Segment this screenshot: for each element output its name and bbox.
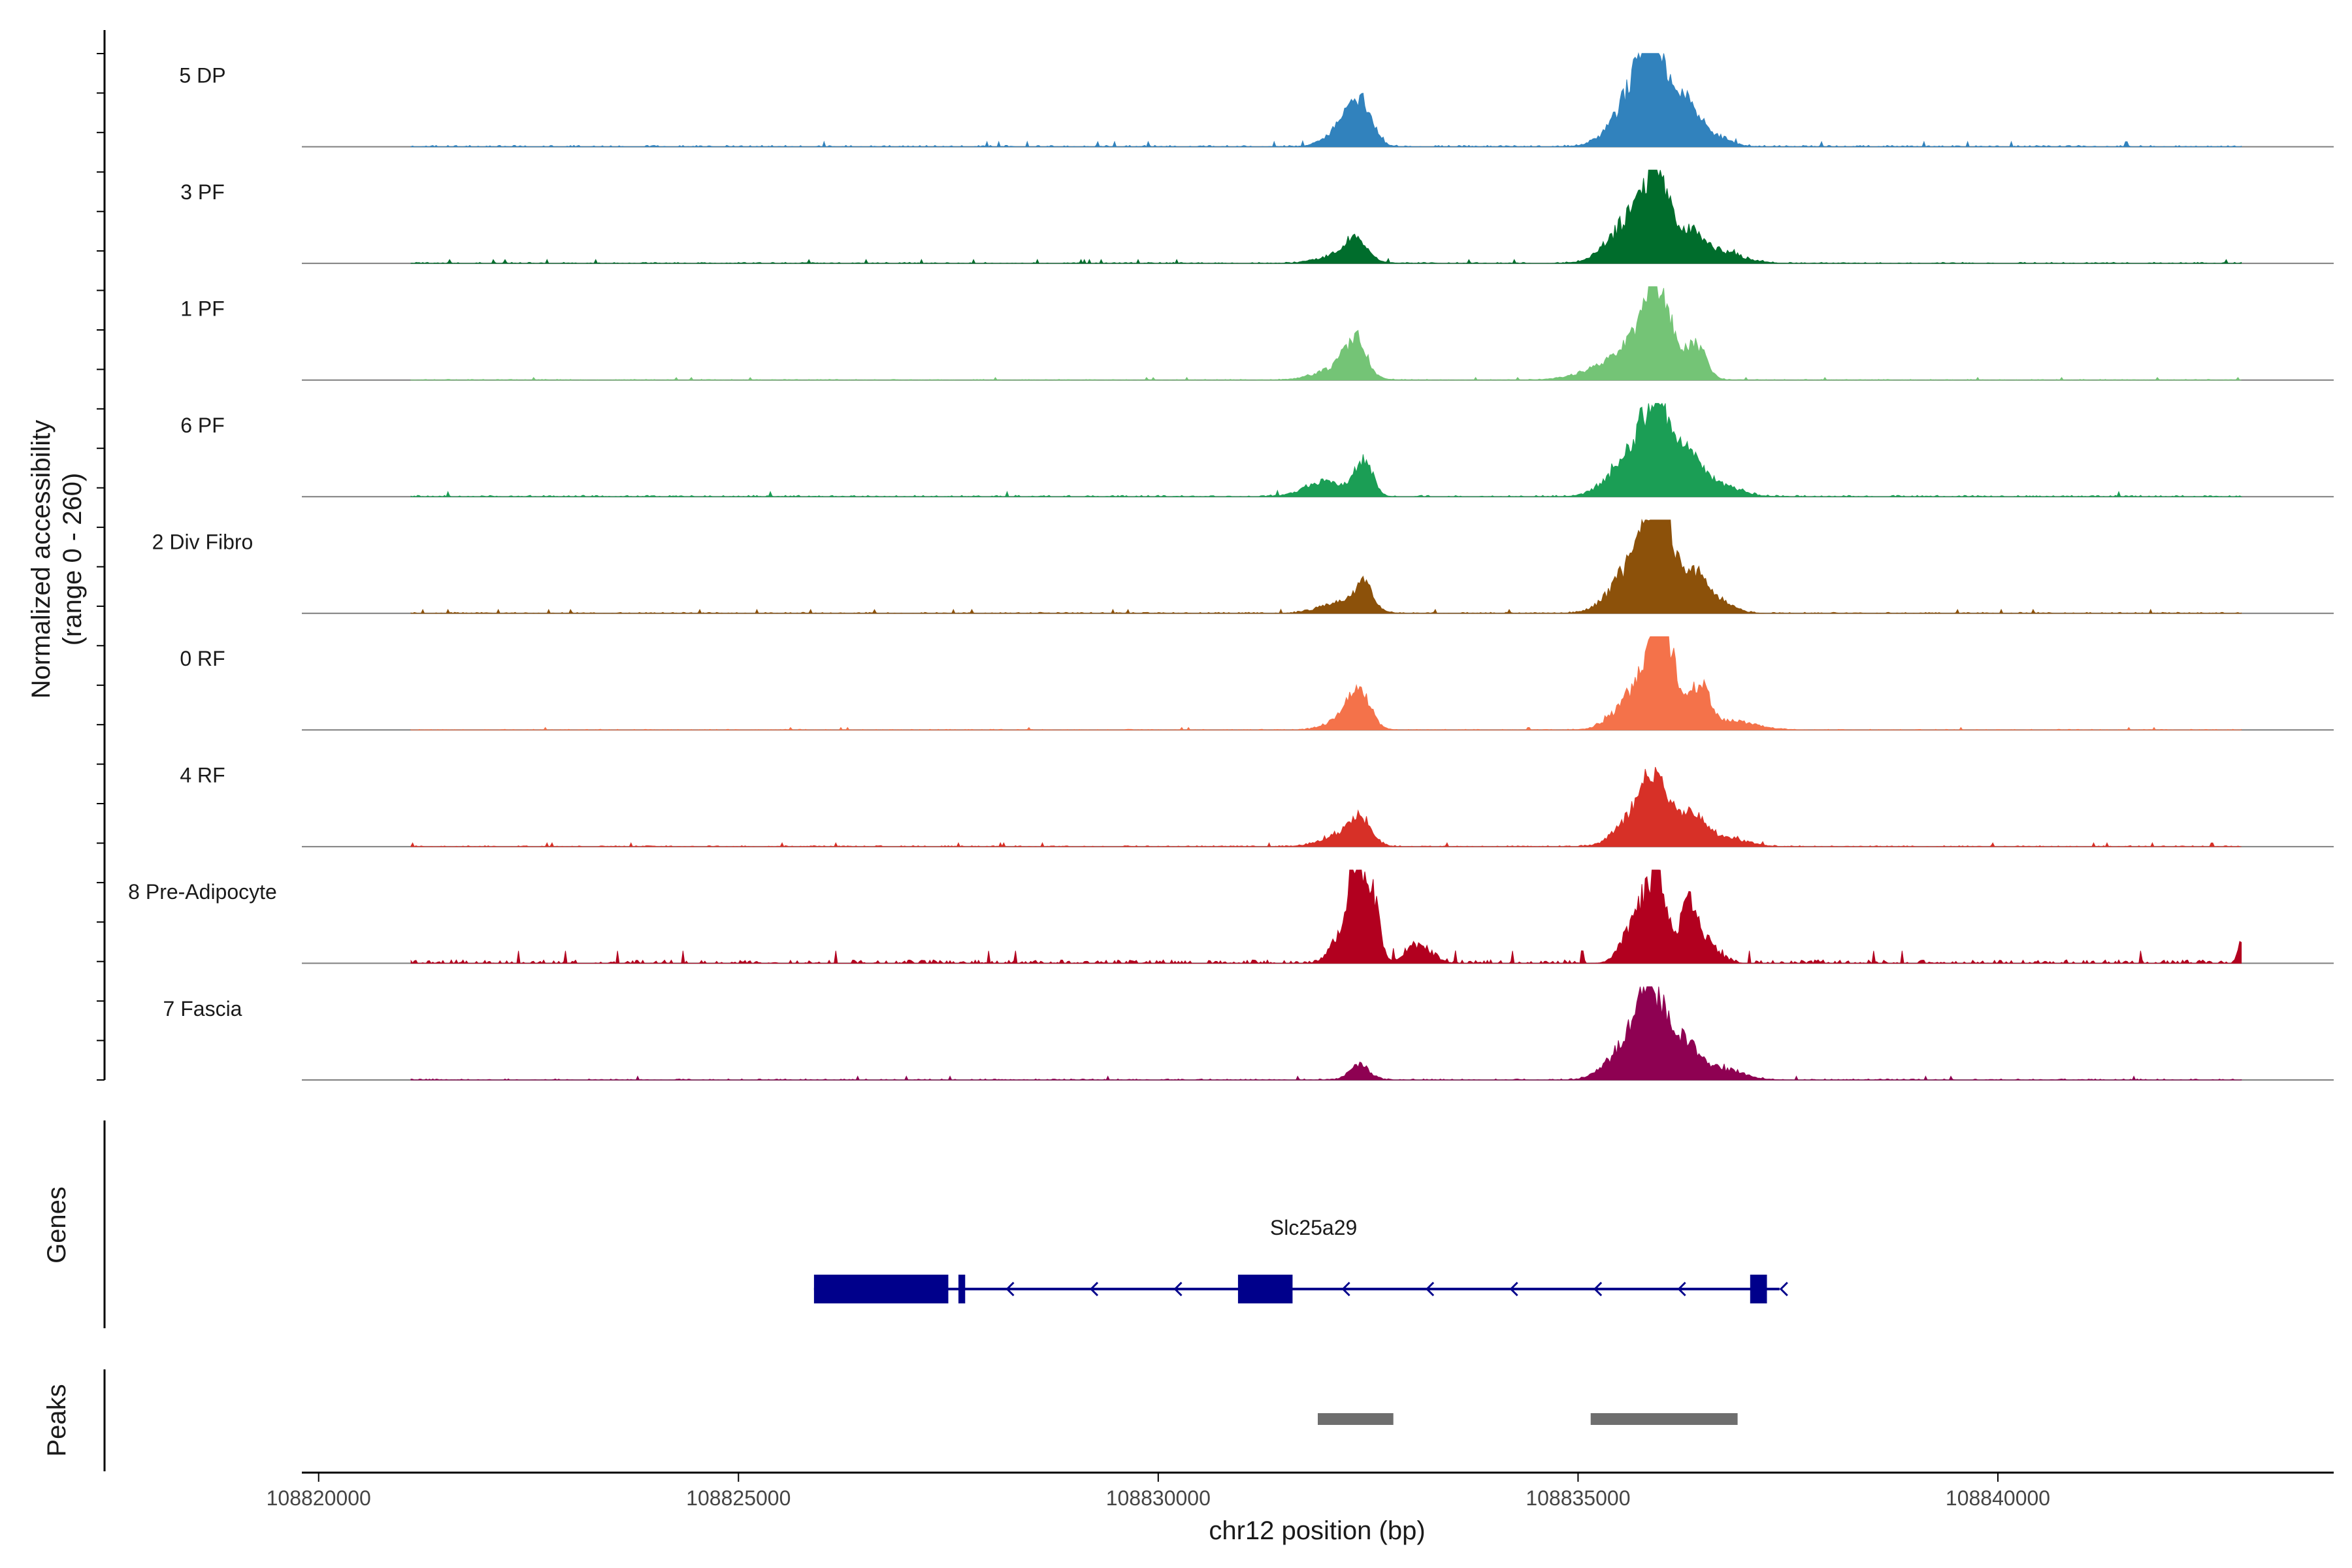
strand-arrow: [1677, 1281, 1686, 1297]
track-6-pf: 6 PF: [180, 402, 2334, 498]
x-tick-label: 108830000: [1106, 1486, 1211, 1510]
gene-exon: [1750, 1275, 1767, 1303]
gene-exon: [958, 1275, 966, 1303]
strand-arrow: [1341, 1281, 1350, 1297]
strand-arrow: [1593, 1281, 1603, 1297]
strand-arrow: [1509, 1281, 1518, 1297]
strand-arrow: [1779, 1281, 1788, 1297]
coverage-area: [410, 169, 2242, 265]
track-2-div-fibro: 2 Div Fibro: [152, 518, 2334, 614]
gene-track: Slc25a29: [813, 1216, 1788, 1303]
x-tick-label: 108825000: [686, 1486, 791, 1510]
track-3-pf: 3 PF: [180, 169, 2334, 265]
track-label: 0 RF: [180, 647, 225, 670]
coverage-area: [410, 286, 2242, 381]
track-label: 4 RF: [180, 764, 225, 787]
y-axis-title: Normalized accessibility: [27, 420, 56, 699]
coverage-area: [410, 986, 2242, 1081]
x-tick-label: 108835000: [1526, 1486, 1630, 1510]
peak-region: [1318, 1413, 1394, 1425]
track-label: 2 Div Fibro: [152, 531, 253, 554]
x-axis-title: chr12 position (bp): [1209, 1516, 1425, 1545]
coverage-area: [410, 636, 2242, 730]
track-label: 1 PF: [180, 297, 225, 321]
track-label: 6 PF: [180, 414, 225, 437]
track-0-rf: 0 RF: [180, 636, 2334, 731]
track-label: 5 DP: [179, 63, 225, 87]
coverage-tracks: 5 DP 3 PF 1 PF 6 PF 2 Div Fibro 0 RF 4 RF 8 Pre…: [128, 52, 2334, 1081]
x-axis-ticks: 108820000 108825000 108830000 108835000 1088…: [267, 1473, 2050, 1510]
y-axis-range: (range 0 - 260): [58, 473, 87, 646]
track-5-dp: 5 DP: [179, 52, 2334, 148]
track-7-fascia: 7 Fascia: [163, 986, 2334, 1081]
coverage-area: [410, 518, 2242, 614]
x-tick-label: 108840000: [1946, 1486, 2050, 1510]
track-1-pf: 1 PF: [180, 286, 2334, 381]
track-4-rf: 4 RF: [180, 764, 2334, 847]
genes-panel-title: Genes: [42, 1186, 71, 1264]
track-label: 3 PF: [180, 180, 225, 204]
gene-name-label: Slc25a29: [1270, 1216, 1357, 1239]
track-label: 8 Pre-Adipocyte: [128, 880, 277, 904]
peak-track: [1318, 1413, 1738, 1425]
coverage-area: [410, 766, 2242, 847]
track-label: 7 Fascia: [163, 997, 242, 1021]
peak-region: [1590, 1413, 1738, 1425]
coverage-area: [410, 870, 2242, 964]
strand-arrow: [1005, 1281, 1015, 1297]
gene-exon: [813, 1275, 949, 1303]
strand-arrow: [1089, 1281, 1099, 1297]
tracks-y-axis-ticks: [97, 53, 105, 1081]
strand-arrow: [1425, 1281, 1435, 1297]
gene-exon: [1237, 1275, 1293, 1303]
peaks-panel-title: Peaks: [42, 1384, 71, 1456]
coverage-area: [410, 52, 2242, 148]
coverage-area: [410, 402, 2243, 498]
x-tick-label: 108820000: [267, 1486, 371, 1510]
strand-arrow: [1173, 1281, 1183, 1297]
track-8-pre-adipocyte: 8 Pre-Adipocyte: [128, 870, 2334, 964]
